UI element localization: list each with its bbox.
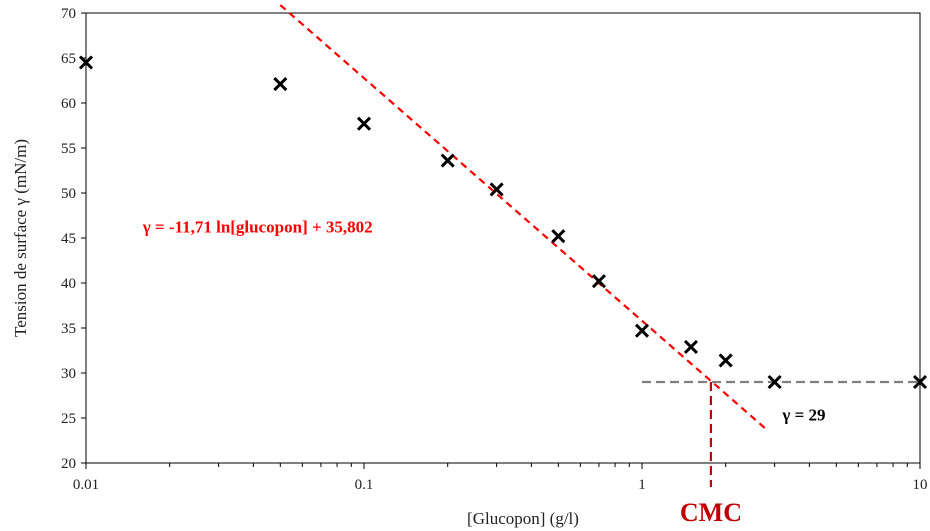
data-point-stroke [273, 77, 288, 92]
y-tick-label: 20 [61, 456, 76, 472]
data-point-stroke [591, 274, 606, 289]
data-point [356, 116, 372, 131]
y-tick-label: 60 [61, 96, 76, 112]
data-points [78, 55, 928, 390]
data-point [767, 374, 782, 390]
data-point-stroke [683, 339, 699, 354]
x-tick-label: 10 [913, 477, 928, 493]
y-tick-label: 25 [61, 411, 76, 427]
data-point-stroke [912, 374, 928, 390]
data-point [489, 182, 504, 197]
x-tick-label: 0.01 [73, 477, 99, 493]
y-tick-label: 50 [61, 186, 76, 202]
data-point-stroke [356, 116, 372, 131]
fit-equation-label: γ = -11,71 ln[glucopon] + 35,802 [142, 218, 373, 237]
y-tick-label: 40 [61, 276, 76, 292]
data-point [634, 323, 650, 338]
x-axis-ticks [85, 463, 921, 469]
data-point [718, 353, 733, 368]
y-axis-ticks [81, 12, 86, 464]
cmc-label: CMC [680, 498, 742, 527]
data-point [273, 77, 288, 92]
data-point-stroke [551, 229, 566, 244]
data-point-stroke [489, 182, 504, 197]
data-point-stroke [78, 55, 94, 70]
data-point [912, 374, 928, 390]
x-axis-title: [Glucopon] (g/l) [467, 509, 579, 528]
y-tick-label: 55 [61, 141, 76, 157]
y-axis-tick-labels: 20 25 30 35 40 45 50 55 60 65 70 [61, 6, 76, 472]
x-tick-label: 1 [638, 477, 646, 493]
data-point-stroke [634, 323, 650, 338]
y-tick-label: 30 [61, 366, 76, 382]
plot-area: 20 25 30 35 40 45 50 55 60 65 70 0.01 0.1 1 10 [61, 4, 928, 493]
data-point-stroke [718, 353, 733, 368]
x-axis-tick-labels: 0.01 0.1 1 10 [73, 477, 928, 493]
data-point [591, 274, 606, 289]
y-axis-title: Tension de surface γ (mN/m) [11, 139, 30, 337]
data-point [440, 153, 455, 168]
y-tick-label: 35 [61, 321, 76, 337]
data-point [78, 55, 94, 70]
plot-frame [85, 12, 921, 464]
data-point [683, 339, 699, 354]
plateau-equation-label: γ = 29 [781, 406, 825, 425]
data-point-stroke [767, 374, 782, 390]
y-tick-label: 70 [61, 6, 76, 22]
data-point-stroke [440, 153, 455, 168]
x-tick-label: 0.1 [355, 477, 374, 493]
y-tick-label: 45 [61, 231, 76, 247]
data-point [551, 229, 566, 244]
y-tick-label: 65 [61, 51, 76, 67]
